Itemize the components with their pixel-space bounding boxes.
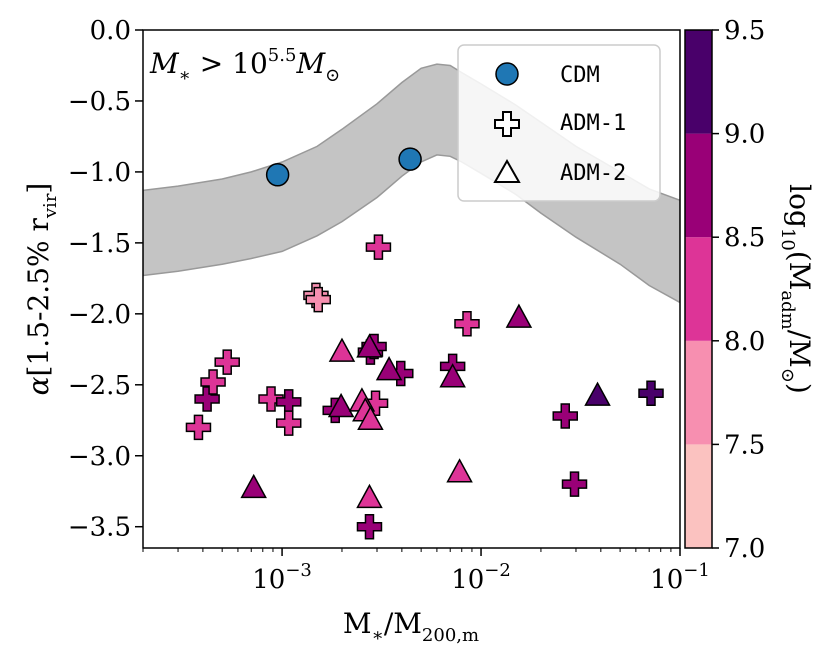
y-tick-label-0: 0.0 <box>90 16 131 46</box>
x-tick-label-1: 10−2 <box>451 560 511 595</box>
colorbar-label: log10(Madm/M⊙) <box>777 184 816 394</box>
plot-frame <box>142 29 681 549</box>
adm-2-point-8 <box>356 483 383 509</box>
colorbar-bin-4 <box>685 30 712 134</box>
y-tick-label-3: −1.5 <box>68 229 131 259</box>
legend-box <box>457 44 661 202</box>
cdm-point-1 <box>398 147 422 171</box>
y-axis-label: α[1.5-2.5% rvir] <box>22 183 61 396</box>
adm-2-point-5 <box>357 405 384 431</box>
adm-2-point-12 <box>584 381 611 406</box>
adm-1-point-6 <box>275 410 302 436</box>
colorbar: 7.0 7.5 8.0 8.5 9.0 9.5 <box>684 16 765 564</box>
adm-1-point-17 <box>454 311 480 337</box>
adm-1-point-1 <box>194 386 220 412</box>
colorbar-bin-1 <box>685 340 712 445</box>
colorbar-tick-label-4: 9.0 <box>724 120 765 150</box>
x-tick-label-0: 10−3 <box>252 560 312 595</box>
marker-layer <box>185 147 664 540</box>
threshold-annotation: M∗ > 105.5M⊙ <box>149 45 340 86</box>
cdm-band <box>143 63 680 304</box>
colorbar-bin-0 <box>685 444 712 548</box>
adm-1-point-18 <box>552 403 578 429</box>
x-tick-label-2: 10−1 <box>650 560 710 595</box>
adm-1-point-5 <box>275 389 302 415</box>
colorbar-tick-label-5: 9.5 <box>724 16 765 46</box>
adm-1-point-12 <box>365 234 392 260</box>
y-tick-label-2: −1.0 <box>68 158 131 188</box>
adm-1-point-2 <box>200 369 226 395</box>
adm-2-point-2 <box>327 392 355 418</box>
colorbar-bin-2 <box>685 237 712 341</box>
adm-2-point-1 <box>328 337 356 362</box>
x-axis-ticks: 10−3 10−2 10−1 <box>142 548 710 595</box>
adm-2-point-0 <box>240 473 267 499</box>
y-tick-label-1: −0.5 <box>68 87 131 117</box>
legend-cdm-marker <box>495 62 519 86</box>
y-tick-label-4: −2.0 <box>68 300 131 330</box>
y-axis-ticks: 0.0 −0.5 −1.0 −1.5 −2.0 −2.5 −3.0 −3.5 <box>68 16 143 543</box>
legend-adm1-marker <box>494 111 520 137</box>
legend-adm2-label: ADM-2 <box>560 161 626 186</box>
legend-adm1-label: ADM-1 <box>560 111 626 136</box>
legend-cdm-label: CDM <box>560 63 600 88</box>
y-tick-label-6: −3.0 <box>68 442 131 472</box>
adm-1-point-20 <box>638 380 664 407</box>
adm-1-point-8 <box>305 286 332 313</box>
colorbar-bin-3 <box>685 133 712 238</box>
legend: CDM ADM-1 ADM-2 <box>457 44 661 202</box>
cdm-point-0 <box>265 163 290 187</box>
adm-2-point-9 <box>439 363 466 388</box>
x-axis-label: M∗/M200,m <box>343 607 479 646</box>
adm-2-point-7 <box>375 356 403 381</box>
colorbar-tick-label-2: 8.0 <box>724 327 765 357</box>
adm-1-point-3 <box>214 349 240 375</box>
adm-2-point-6 <box>356 333 383 358</box>
colorbar-frame <box>684 29 713 549</box>
colorbar-tick-label-1: 7.5 <box>724 430 765 460</box>
adm-1-point-0 <box>185 414 212 441</box>
y-tick-label-7: −3.5 <box>68 513 131 543</box>
adm-1-point-15 <box>356 513 383 540</box>
y-tick-label-5: −2.5 <box>68 371 131 401</box>
colorbar-tick-label-3: 8.5 <box>724 223 765 253</box>
adm-1-point-19 <box>561 471 588 497</box>
adm-1-point-4 <box>258 386 284 412</box>
colorbar-tick-label-0: 7.0 <box>724 534 765 564</box>
adm-2-point-10 <box>446 458 473 483</box>
legend-adm2-marker <box>493 158 521 183</box>
cdm-band-layer <box>143 63 680 304</box>
adm-2-point-11 <box>505 303 533 328</box>
